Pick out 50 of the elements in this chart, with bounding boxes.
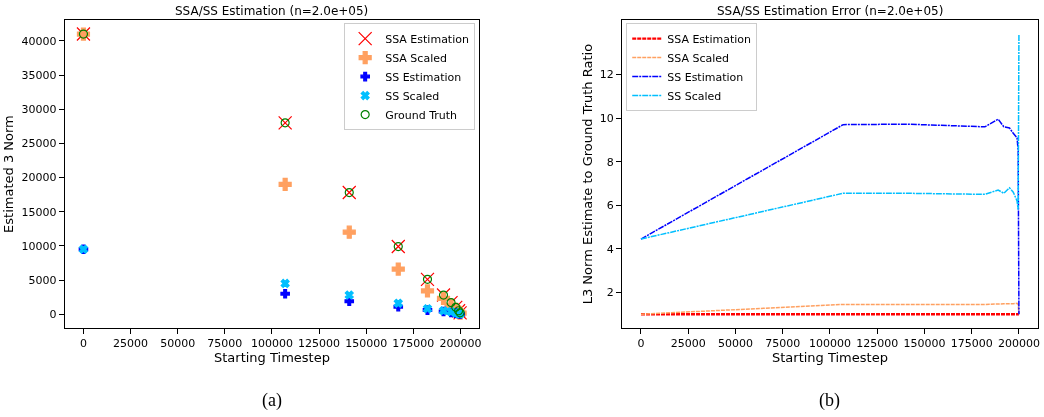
y-tick-label: 10 xyxy=(599,111,614,125)
y-tick-label: 35000 xyxy=(21,68,57,82)
y-tick-label: 2 xyxy=(606,286,614,300)
x-tick-label: 25000 xyxy=(670,337,706,351)
x-axis-title: Starting Timestep xyxy=(771,350,888,366)
y-tick-label: 6 xyxy=(606,199,614,213)
legend-label: Ground Truth xyxy=(385,108,458,122)
y-tick-label: 4 xyxy=(606,242,614,256)
x-tick-label: 50000 xyxy=(717,337,753,351)
text: (b) xyxy=(819,390,840,411)
chart-title: SSA/SS Estimation Error (n=2.0e+05) xyxy=(717,4,944,18)
x-tick-label: 125000 xyxy=(298,337,341,351)
legend-label: SS Scaled xyxy=(667,89,722,103)
x-tick-label: 125000 xyxy=(856,337,899,351)
x-tick-label: 100000 xyxy=(250,337,293,351)
text: (a) xyxy=(262,390,282,411)
legend-label: SS Estimation xyxy=(667,70,744,84)
legend-label: SSA Scaled xyxy=(385,51,447,65)
y-tick-label: 25000 xyxy=(21,137,57,151)
x-tick-label: 0 xyxy=(79,337,87,351)
y-tick-label: 8 xyxy=(606,155,614,169)
y-axis-title: Estimated 3 Norm xyxy=(1,115,17,233)
y-tick-label: 30000 xyxy=(21,103,57,117)
legend-label: SSA Estimation xyxy=(667,32,752,46)
y-tick-label: 40000 xyxy=(21,34,57,48)
x-tick-label: 0 xyxy=(637,337,645,351)
x-tick-label: 200000 xyxy=(439,337,482,351)
x-tick-label: 50000 xyxy=(160,337,196,351)
x-tick-label: 150000 xyxy=(903,337,946,351)
x-tick-label: 150000 xyxy=(345,337,388,351)
legend-label: SS Estimation xyxy=(385,70,462,84)
legend-label: SS Scaled xyxy=(385,89,440,103)
legend-label: SSA Estimation xyxy=(385,32,469,46)
y-tick-label: 0 xyxy=(49,308,57,322)
legend-label: SSA Scaled xyxy=(667,51,730,65)
chart-title: SSA/SS Estimation (n=2.0e+05) xyxy=(175,4,369,18)
y-axis-title: L3 Norm Estimate to Ground Truth Ratio xyxy=(579,43,595,305)
x-tick-label: 200000 xyxy=(997,337,1040,351)
y-tick-label: 15000 xyxy=(21,205,57,219)
x-tick-label: 175000 xyxy=(392,337,435,351)
x-tick-label: 100000 xyxy=(808,337,851,351)
x-tick-label: 25000 xyxy=(113,337,149,351)
x-tick-label: 75000 xyxy=(765,337,801,351)
y-tick-label: 10000 xyxy=(21,239,57,253)
y-tick-label: 20000 xyxy=(21,171,57,185)
y-tick-label: 5000 xyxy=(28,273,57,287)
x-tick-label: 75000 xyxy=(207,337,243,351)
x-axis-title: Starting Timestep xyxy=(213,350,330,366)
x-tick-label: 175000 xyxy=(950,337,993,351)
y-tick-label: 12 xyxy=(599,68,614,82)
